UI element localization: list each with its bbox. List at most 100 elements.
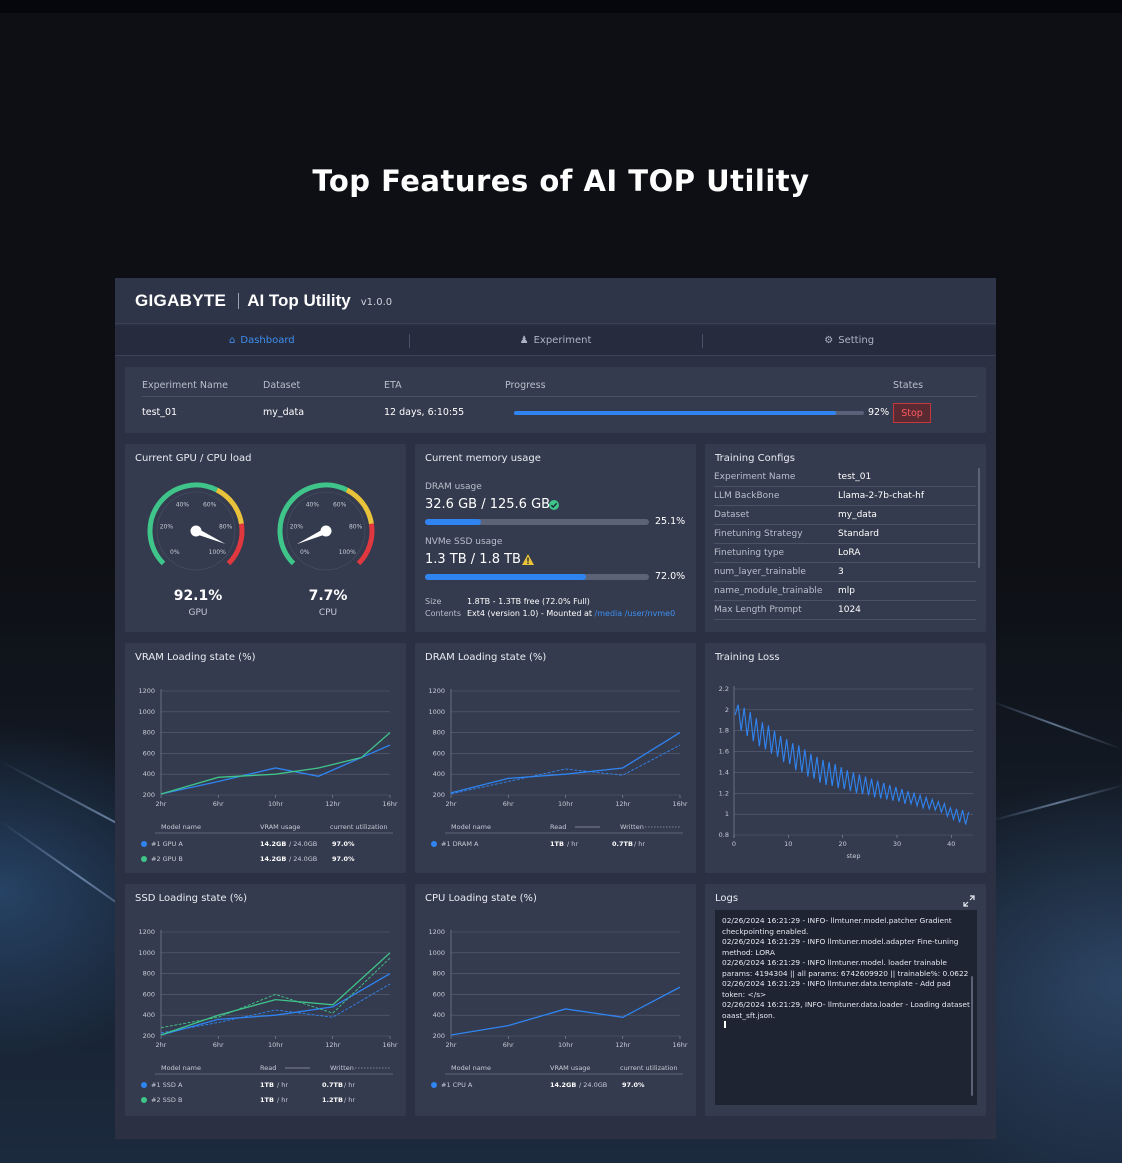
mount-path-link[interactable]: /media /user/nvme0 [594,609,676,618]
config-value: Standard [838,529,879,539]
tab-experiment[interactable]: ♟ Experiment [408,326,703,355]
legend-header: Model name [161,1064,201,1072]
gauge-arc [277,482,349,566]
x-tick-label: 10hr [558,800,573,808]
config-value: mlp [838,586,855,596]
ssd-label: NVMe SSD usage [425,537,503,547]
x-tick-label: 6hr [213,1041,224,1049]
y-tick-label: 200 [433,1032,445,1040]
tab-setting[interactable]: ⚙ Setting [702,326,996,355]
series-line [450,744,681,795]
app-title: AI Top Utility [247,290,351,310]
legend-unit: / hr [344,1081,355,1089]
legend-model-name: #1 GPU A [151,840,183,848]
gpu-cpu-panel: Current GPU / CPU load 0% 20% 40% 60% 80% 100… [125,444,406,632]
series-line [450,732,681,794]
app-header: GIGABYTE AI Top Utility v1.0.0 [115,278,996,324]
training-configs-panel: Training Configs Experiment Name test_01 L… [705,444,986,632]
y-tick-label: 0.8 [719,831,729,839]
legend-header: Model name [161,823,201,831]
legend-dot [431,841,437,847]
ssd-bar-fill [425,574,587,580]
legend-unit: / 24.0GB [289,855,317,863]
x-tick-label: 2hr [446,800,457,808]
progress-percent: 92% [868,407,890,418]
y-tick-label: 1000 [138,708,155,716]
legend-unit: / 24.0GB [579,1081,607,1089]
legend-model-name: #1 SSD A [151,1081,183,1089]
gpu-label: GPU [188,608,208,618]
series-line [450,986,681,1036]
gauge-tick-label: 0% [300,549,310,556]
log-line: 02/26/2024 16:21:29 - INFO llmtuner.mode… [722,958,969,978]
legend-value: 97.0% [622,1081,645,1089]
page-headline: Top Features of AI TOP Utility [312,164,810,198]
dram-label: DRAM usage [425,482,482,492]
legend-model-name: #2 SSD B [151,1096,182,1104]
config-row: LLM BackBone Llama-2-7b-chat-hf [714,487,976,506]
gauge-arc [147,482,219,566]
gauge-tick-label: 60% [203,501,217,508]
x-tick-label: 10hr [268,1041,283,1049]
panel-title: Current memory usage [425,453,541,464]
gauge-inner-ring [156,491,236,571]
series-line [160,732,391,795]
tab-label: Experiment [533,335,592,346]
tab-dashboard[interactable]: ⌂ Dashboard [115,326,409,355]
chart-title: SSD Loading state (%) [135,893,248,904]
training-loss-chart: 0.8 1 1.2 1.4 1.6 1.8 2 2.2 0 10 20 30 40 step [719,685,973,860]
x-tick-label: 40 [947,840,955,848]
legend-dot [141,841,147,847]
contents-value: Ext4 (version 1.0) - Mounted at /media /… [467,609,676,618]
experiment-name: test_01 [142,407,178,418]
legend-value: 0.7TB [322,1081,343,1089]
x-tick-label: 0 [732,840,736,848]
panel-title: Logs [715,893,739,904]
panel-title: Training Configs [715,453,795,464]
y-tick-label: 800 [433,729,445,737]
config-value: LoRA [838,548,861,558]
legend-unit: / hr [344,1096,355,1104]
x-tick-label: 16hr [382,800,397,808]
gauge-tick-label: 100% [339,549,356,556]
experiment-dataset: my_data [263,407,305,418]
config-row: name_module_trainable mlp [714,582,976,601]
x-tick-label: 6hr [503,1041,514,1049]
legend-header: Written [620,823,644,831]
tab-label: Setting [838,335,875,346]
y-tick-label: 800 [433,970,445,978]
chart-title: DRAM Loading state (%) [425,652,547,663]
legend-value: 0.7TB [612,840,633,848]
x-tick-label: 16hr [382,1041,397,1049]
cpu-value: 7.7% [308,588,348,604]
legend-header: Model name [451,823,491,831]
gauge-tick-label: 40% [306,501,320,508]
scrollbar[interactable] [978,468,980,568]
header-eta: ETA [384,380,402,391]
y-tick-label: 600 [143,990,155,998]
legend-value: 97.0% [332,855,355,863]
nav-tabs: ⌂ Dashboard ♟ Experiment ⚙ Setting [115,326,996,356]
scrollbar[interactable] [971,976,973,1096]
size-label: Size [425,597,442,606]
experiment-status-panel: Experiment Name Dataset ETA Progress Sta… [125,367,986,433]
legend-header: VRAM usage [260,823,300,831]
gauge-hub [190,525,202,537]
legend-header: Written [330,1064,354,1072]
progress-bar [514,411,864,415]
expand-icon[interactable] [963,895,975,907]
y-tick-label: 1200 [138,928,155,936]
y-tick-label: 800 [143,729,155,737]
warning-icon [522,554,534,565]
dram-bar [425,519,649,525]
logs-panel: Logs 02/26/2024 16:21:29 - INFO- llmtune… [705,884,986,1116]
config-key: Finetuning type [714,548,785,558]
header-dataset: Dataset [263,380,301,391]
ssd-percent: 72.0% [655,571,686,582]
x-tick-label: 16hr [672,1041,687,1049]
header-divider [142,396,977,397]
stop-button[interactable]: Stop [893,403,931,423]
config-value: 1024 [838,605,861,615]
top-strip [0,0,1122,13]
gpu-value: 92.1% [173,588,223,604]
